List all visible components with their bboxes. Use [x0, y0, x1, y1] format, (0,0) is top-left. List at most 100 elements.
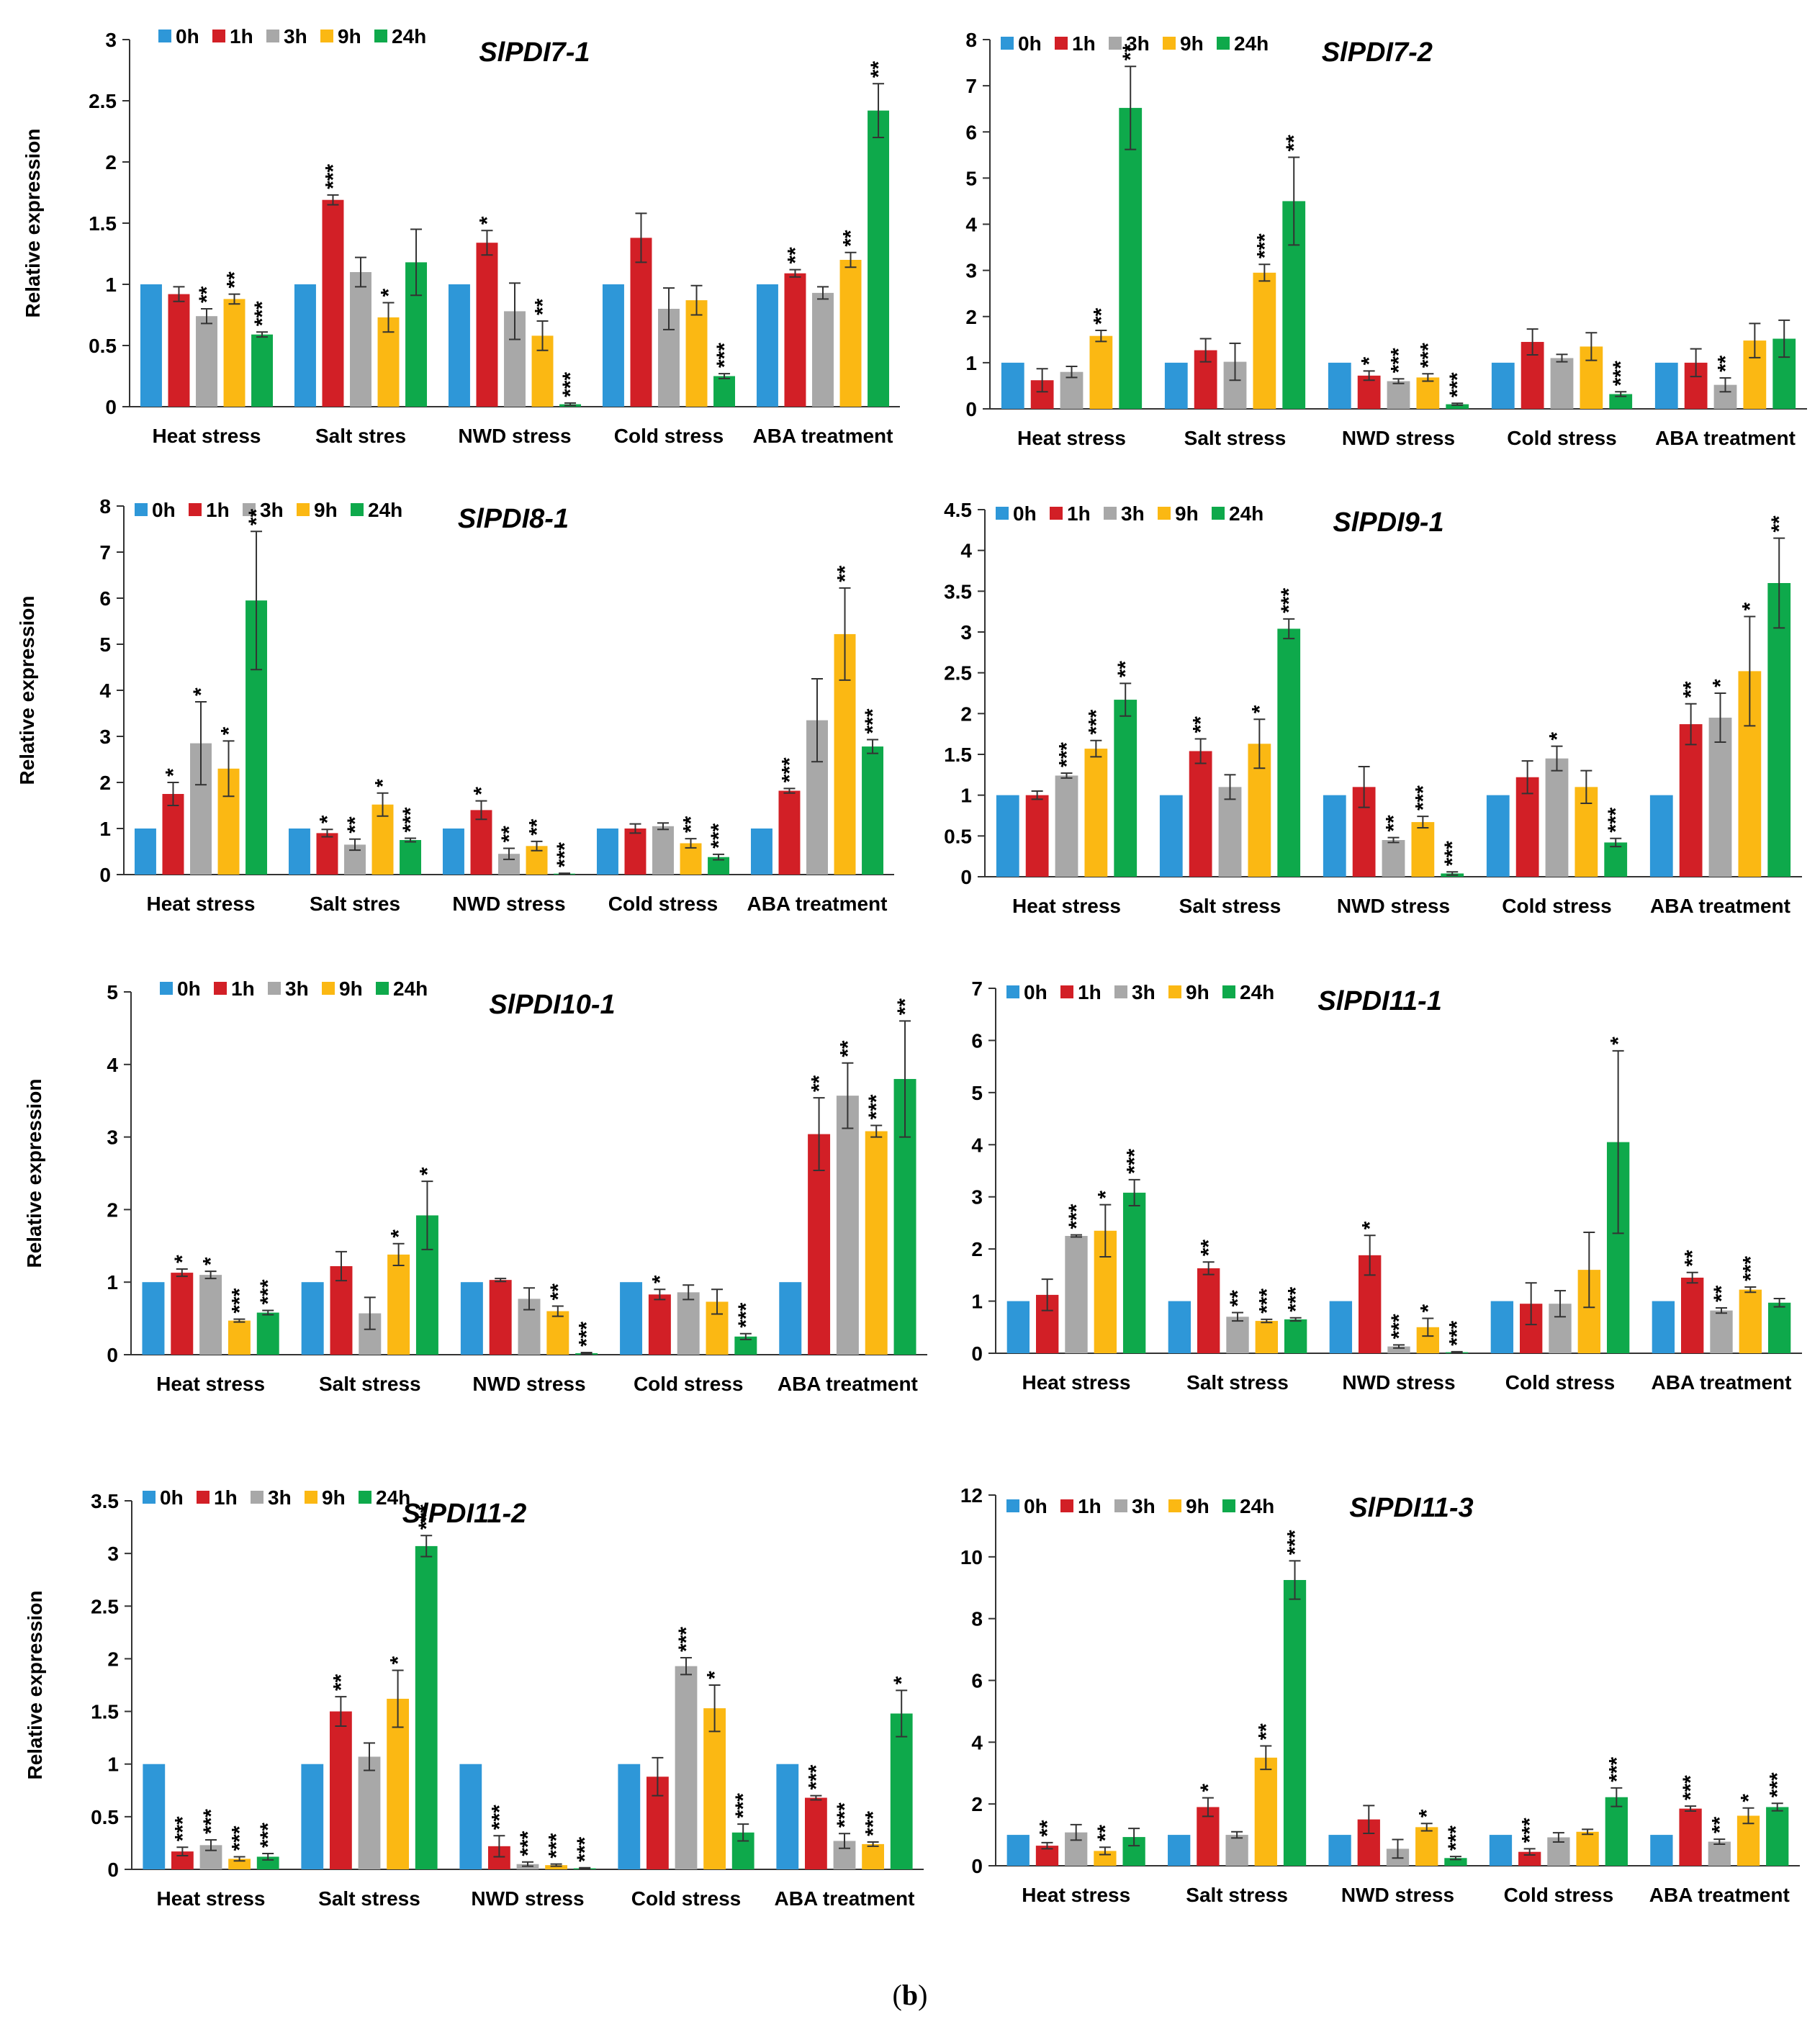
bar-nwd-stress-3h [1387, 1346, 1410, 1353]
legend-label-0h: 0h [1024, 1495, 1048, 1517]
y-tick-label: 6 [965, 121, 977, 143]
significance-label: *** [516, 1830, 540, 1856]
bar-salt-stress-9h [387, 1254, 410, 1355]
legend-swatch-3h [1114, 1499, 1127, 1512]
chart-title: SlPDI8-1 [458, 504, 569, 534]
significance-label: *** [251, 301, 274, 326]
chart-title: SlPDI11-2 [402, 1499, 526, 1529]
x-category-label: Heat stress [1017, 427, 1126, 449]
legend-label-24h: 24h [393, 978, 428, 1000]
y-tick-label: 0 [960, 866, 972, 888]
bar-heat-stress-9h [1084, 749, 1108, 877]
bar-heat-stress-24h [251, 334, 274, 407]
bar-nwd-stress-24h [1444, 1858, 1467, 1866]
x-category-label: Cold stress [608, 893, 718, 915]
x-category-label: NWD stress [1342, 427, 1455, 449]
significance-label: *** [1277, 588, 1301, 613]
significance-label: * [1094, 1191, 1117, 1199]
bar-aba-treatment-24h [890, 1713, 913, 1869]
bar-salt-stress-1h [1189, 751, 1212, 877]
legend-label-0h: 0h [177, 978, 201, 1000]
bar-aba-treatment-0h [1649, 795, 1673, 877]
significance-label: *** [734, 1302, 758, 1327]
bar-cold-stress-0h [1486, 795, 1510, 877]
significance-label: *** [1444, 1825, 1468, 1851]
y-tick-label: 7 [99, 541, 111, 564]
legend-label-9h: 9h [1180, 32, 1204, 55]
legend-swatch-24h [376, 982, 389, 995]
significance-label: ** [834, 565, 857, 582]
x-category-label: NWD stress [452, 893, 565, 915]
legend-label-3h: 3h [1132, 981, 1155, 1003]
y-tick-label: 5 [965, 167, 977, 189]
chart-title: SlPDI7-2 [1322, 37, 1433, 68]
bar-salt-stress-1h [330, 1711, 352, 1869]
significance-label: *** [1441, 841, 1464, 866]
bar-salt-stres-0h [288, 829, 310, 875]
x-category-label: Heat stress [147, 893, 256, 915]
bar-aba-treatment-1h [778, 790, 801, 875]
bar-heat-stress-1h [168, 294, 190, 407]
legend-label-9h: 9h [314, 499, 338, 521]
significance-label: ** [1714, 355, 1738, 372]
x-category-label: Heat stress [1012, 895, 1121, 917]
significance-label: ** [1282, 135, 1306, 152]
legend-label-0h: 0h [160, 1486, 184, 1509]
bar-cold-stress-0h [1491, 362, 1515, 409]
significance-label: *** [1766, 1772, 1790, 1797]
y-tick-label: 5 [107, 981, 118, 1003]
y-tick-label: 4 [971, 1134, 983, 1156]
significance-label: *** [545, 1833, 569, 1858]
significance-label: ** [1119, 44, 1143, 61]
y-tick-label: 4 [971, 1731, 983, 1753]
significance-label: * [199, 1257, 223, 1265]
bar-nwd-stress-0h [1329, 1301, 1353, 1353]
x-category-label: ABA treatment [1649, 1884, 1790, 1906]
significance-label: * [377, 289, 401, 297]
significance-label: * [703, 1671, 727, 1679]
significance-label: *** [707, 823, 731, 848]
bar-heat-stress-1h [171, 1273, 194, 1355]
bar-heat-stress-24h [256, 1312, 279, 1355]
legend-label-3h: 3h [1132, 1495, 1155, 1517]
bar-aba-treatment-3h [1708, 1841, 1731, 1866]
significance-label: * [371, 779, 395, 787]
bar-salt-stress-0h [301, 1764, 324, 1869]
significance-label: * [1607, 1037, 1631, 1045]
bar-nwd-stress-0h [1328, 1835, 1351, 1866]
bar-nwd-stress-1h [470, 810, 492, 875]
chart-panel-5: 0 1 2 3 4 5 Relative expression SlPDI10-1 0h 1h 3h… [23, 978, 927, 1395]
legend-label-9h: 9h [1175, 502, 1199, 525]
bar-aba-treatment-0h [776, 1764, 799, 1869]
x-category-label: Salt stres [310, 893, 400, 915]
y-axis-label: Relative expression [22, 128, 44, 317]
significance-label: ** [1767, 515, 1791, 533]
y-tick-label: 2 [965, 306, 977, 328]
bar-aba-treatment-9h [1739, 1289, 1762, 1353]
bar-cold-stress-0h [620, 1282, 643, 1355]
significance-label: ** [546, 1283, 570, 1301]
bar-nwd-stress-0h [460, 1282, 483, 1355]
bar-cold-stress-1h [648, 1294, 671, 1355]
bar-heat-stress-3h [1065, 1236, 1088, 1353]
chart-panel-7: 0 0.5 1 1.5 2 2.5 3 3.5 Relative expression SlPDI… [24, 1486, 924, 1910]
bar-heat-stress-0h [134, 829, 156, 875]
significance-label: *** [862, 1811, 886, 1836]
significance-label: ** [680, 816, 703, 833]
legend-swatch-9h [1163, 37, 1176, 50]
significance-label: ** [1710, 1285, 1734, 1302]
significance-label: ** [893, 998, 917, 1016]
y-tick-label: 5 [971, 1082, 983, 1104]
significance-label: * [1546, 732, 1569, 741]
bar-nwd-stress-3h [1387, 381, 1410, 409]
y-tick-label: 5 [99, 633, 111, 656]
x-category-label: Salt stres [315, 425, 406, 447]
y-tick-label: 10 [960, 1546, 983, 1568]
legend-swatch-24h [359, 1491, 371, 1504]
bar-cold-stress-9h [685, 300, 708, 407]
y-tick-label: 4 [99, 680, 111, 702]
bar-salt-stress-9h [1253, 272, 1276, 409]
legend-label-9h: 9h [339, 978, 363, 1000]
significance-label: *** [1387, 1314, 1411, 1339]
legend-swatch-0h [135, 503, 148, 516]
